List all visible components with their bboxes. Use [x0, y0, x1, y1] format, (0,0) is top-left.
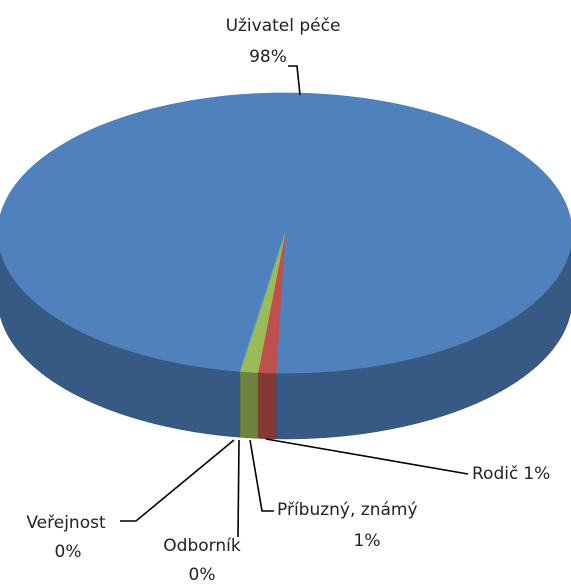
- value-label: 0%: [55, 542, 82, 562]
- value-label: 98%: [249, 47, 287, 67]
- leader-line: [288, 65, 301, 96]
- category-label: Uživatel péče: [226, 16, 341, 36]
- pie-slice: [239, 232, 286, 372]
- leader-line: [237, 439, 240, 538]
- value-label: 0%: [189, 565, 216, 584]
- leader-line: [265, 438, 469, 475]
- leader-line: [249, 439, 274, 512]
- category-label: Veřejnost: [26, 513, 106, 533]
- pie-side: [257, 372, 277, 440]
- data-label: Rodič 1%: [472, 464, 550, 484]
- category-label: Odborník: [163, 536, 241, 556]
- category-label: Příbuzný, známý: [277, 500, 418, 520]
- value-label: 1%: [354, 531, 381, 551]
- pie-slice: [0, 92, 571, 374]
- pie-side: [239, 371, 259, 439]
- category-label: Rodič: [472, 464, 518, 484]
- value-label: 1%: [523, 464, 550, 484]
- leader-line: [120, 439, 235, 522]
